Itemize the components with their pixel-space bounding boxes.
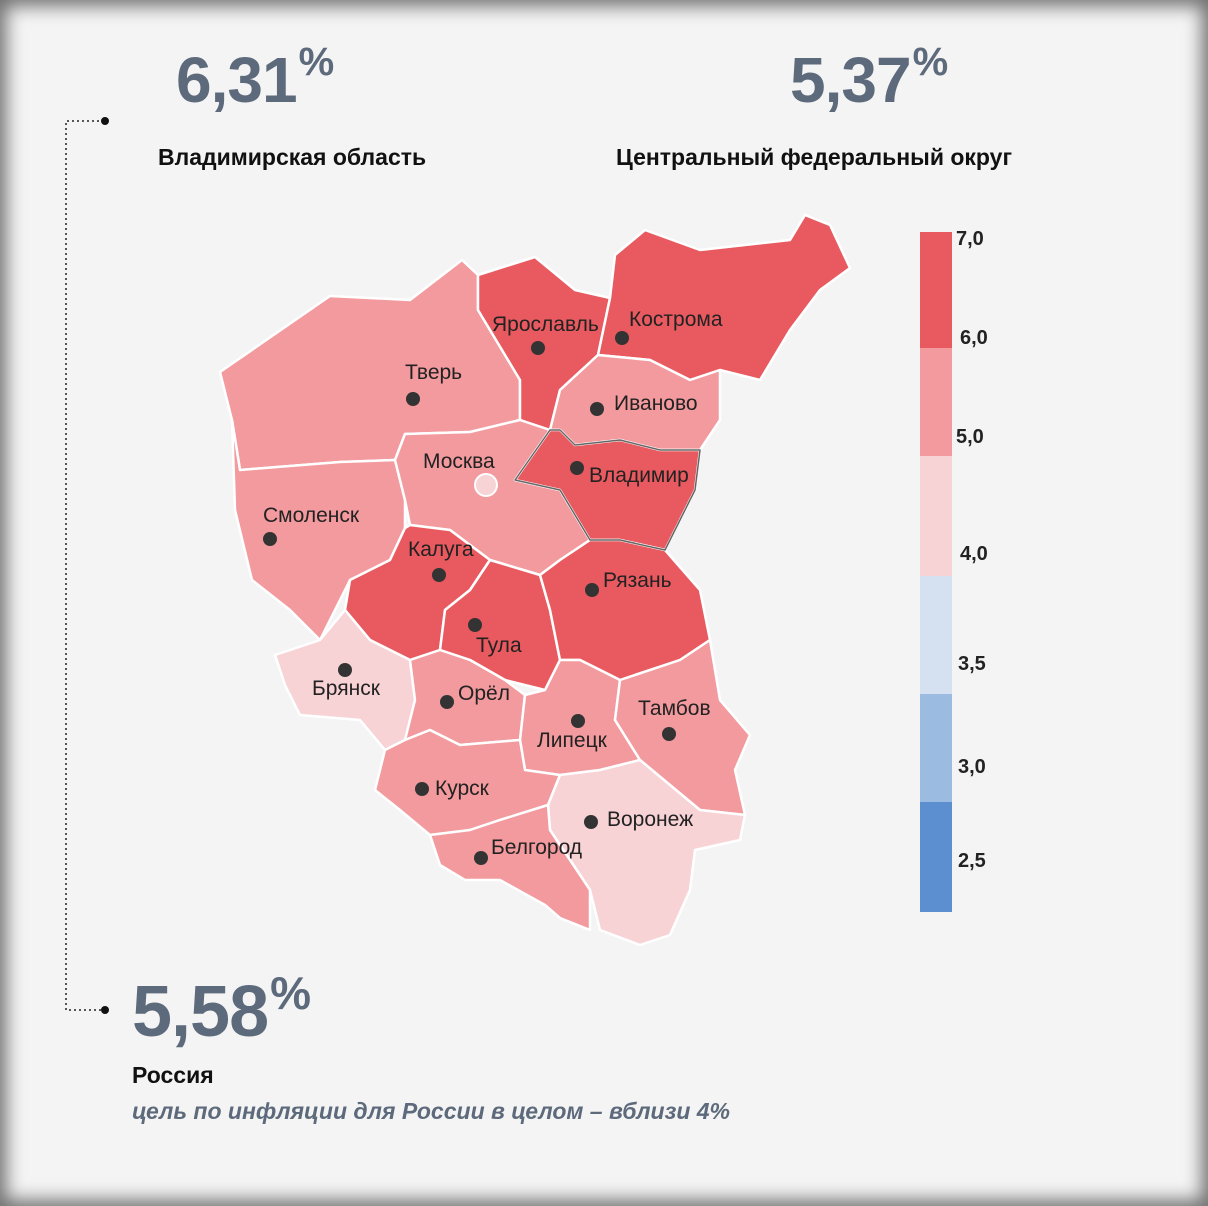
legend-tick-2.5: 2,5 bbox=[958, 850, 986, 872]
map-label-tula: Тула bbox=[476, 634, 522, 657]
city-dot-yaroslavl bbox=[531, 341, 545, 355]
legend-color-bar bbox=[920, 232, 952, 912]
legend-band-4-5 bbox=[920, 456, 952, 576]
city-dot-belgorod bbox=[474, 851, 488, 865]
map-label-ryazan: Рязань bbox=[603, 569, 672, 592]
russia-inflation-value: 5,58% bbox=[132, 970, 311, 1048]
city-dot-ivanovo bbox=[590, 402, 604, 416]
russia-inflation-number: 5,58 bbox=[132, 972, 269, 1052]
region-inflation-unit: % bbox=[298, 40, 335, 84]
city-dot-vladimir bbox=[570, 461, 584, 475]
map-label-vladimir: Владимир bbox=[589, 464, 689, 487]
map-label-lipetsk: Липецк bbox=[537, 729, 608, 752]
russia-label: Россия bbox=[132, 1062, 214, 1088]
map-label-kostroma: Кострома bbox=[629, 308, 723, 331]
legend-tick-4: 4,0 bbox=[960, 543, 988, 565]
region-inflation-label: Владимирская область bbox=[158, 144, 427, 170]
city-dot-kursk bbox=[415, 782, 429, 796]
legend-band-5-6 bbox=[920, 348, 952, 456]
city-dot-lipetsk bbox=[571, 714, 585, 728]
map-label-kaluga: Калуга bbox=[408, 538, 474, 561]
city-dot-kostroma bbox=[615, 331, 629, 345]
city-dot-ryazan bbox=[585, 583, 599, 597]
legend-tick-6: 6,0 bbox=[960, 327, 988, 349]
city-dot-smolensk bbox=[263, 532, 277, 546]
map-label-kursk: Курск bbox=[435, 777, 490, 800]
map-label-ivanovo: Иваново bbox=[614, 392, 698, 415]
bracket-connector bbox=[65, 117, 109, 1014]
map-label-tver: Тверь bbox=[405, 361, 462, 384]
region-tambov bbox=[613, 638, 752, 817]
map-label-moscow: Москва bbox=[423, 450, 495, 473]
russia-inflation-unit: % bbox=[270, 967, 311, 1019]
map-label-tambov: Тамбов bbox=[638, 697, 711, 720]
legend-band-6-7 bbox=[920, 232, 952, 348]
legend-tick-3: 3,0 bbox=[958, 756, 986, 778]
legend-tick-5: 5,0 bbox=[956, 426, 984, 448]
city-dot-tambov bbox=[662, 727, 676, 741]
city-dot-kaluga bbox=[432, 568, 446, 582]
map-label-bryansk: Брянск bbox=[312, 677, 381, 700]
city-dot-orel bbox=[440, 695, 454, 709]
map-label-smolensk: Смоленск bbox=[263, 504, 360, 527]
city-dot-tver bbox=[406, 392, 420, 406]
map-label-yaroslavl: Ярославль bbox=[492, 313, 599, 336]
region-kostroma bbox=[596, 213, 852, 382]
region-inflation-number: 6,31 bbox=[176, 44, 298, 116]
legend-band-2.5-3 bbox=[920, 802, 952, 912]
legend-band-3.5-4 bbox=[920, 576, 952, 694]
district-inflation-unit: % bbox=[912, 40, 949, 84]
region-belgorod bbox=[428, 803, 592, 932]
map-label-belgorod: Белгород bbox=[491, 836, 582, 859]
city-dot-voronezh bbox=[584, 815, 598, 829]
legend-tick-7: 7,0 bbox=[956, 228, 984, 250]
map-label-voronezh: Воронеж bbox=[607, 808, 693, 831]
district-inflation-value: 5,37% bbox=[790, 42, 948, 112]
city-dot-moscow bbox=[474, 473, 498, 497]
legend-band-3-3.5 bbox=[920, 694, 952, 802]
map-label-orel: Орёл bbox=[458, 682, 510, 705]
city-dot-bryansk bbox=[338, 663, 352, 677]
legend-tick-3.5: 3,5 bbox=[958, 653, 986, 675]
district-inflation-label: Центральный федеральный округ bbox=[616, 144, 1013, 170]
region-inflation-value: 6,31% bbox=[176, 42, 334, 112]
city-dot-tula bbox=[468, 618, 482, 632]
inflation-target-note: цель по инфляции для России в целом – вб… bbox=[132, 1098, 731, 1124]
district-inflation-number: 5,37 bbox=[790, 44, 912, 116]
